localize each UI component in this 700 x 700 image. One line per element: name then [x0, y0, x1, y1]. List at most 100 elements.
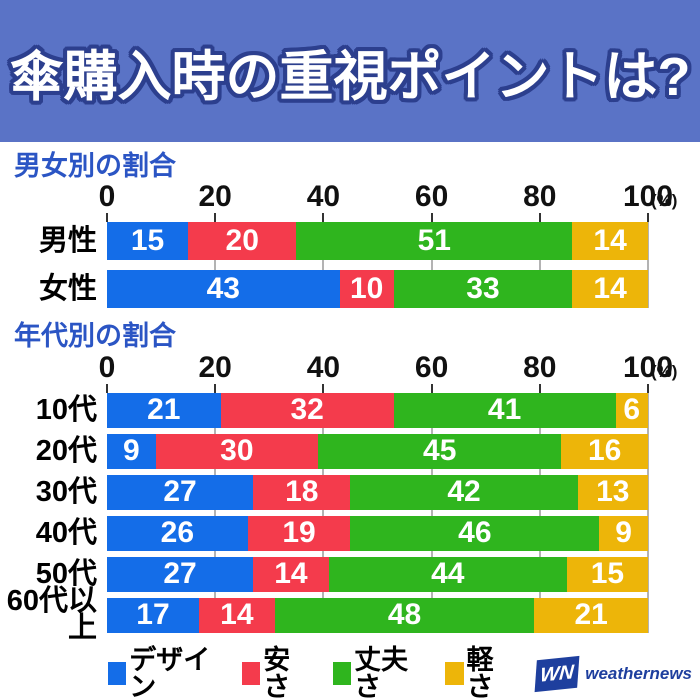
legend-label: デザイン [129, 644, 211, 700]
bar-segment: 9 [107, 433, 156, 469]
bar-segment: 16 [561, 433, 648, 469]
legend-item: 丈夫さ [332, 644, 418, 700]
axis-tick-mark [647, 383, 649, 393]
bar-segment: 48 [274, 597, 535, 633]
axis-tick-mark [214, 213, 217, 223]
axis-tick-mark [106, 213, 108, 223]
gridlines [107, 392, 649, 633]
chart-section-age: 年代別の割合 0 20 40 60 80 100 (%) 10代 21 32 41 6 20代 9 30 4… [0, 320, 700, 645]
axis-tick-label: 0 [98, 180, 116, 214]
axis-tick-label: 60 [414, 180, 449, 214]
bar-segment: 32 [220, 392, 394, 428]
gridline [430, 392, 433, 633]
bar-segment: 27 [107, 556, 254, 592]
bar-segment: 20 [188, 222, 297, 261]
bar-segment: 27 [107, 474, 254, 510]
axis-unit-label: (%) [651, 191, 678, 211]
bar-segment: 21 [107, 392, 221, 428]
bar-segment: 30 [155, 433, 318, 469]
legend-label: 丈夫さ [354, 644, 409, 700]
category-label: 30代 [35, 475, 97, 508]
category-label: 60代以上 [6, 584, 97, 645]
chart-section-gender: 男女別の割合 0 20 40 60 80 100 (%) 男性 15 20 51 14 女性 43 10 3… [0, 150, 700, 309]
axis-tick-label: 40 [306, 180, 341, 214]
axis-tick-label: 100 [622, 180, 674, 214]
bar-row: 10代 21 32 41 6 [0, 392, 700, 428]
legend-item: 安さ [242, 644, 306, 700]
legend-item: 軽さ [445, 644, 509, 700]
axis-tick-mark [538, 213, 541, 223]
gridline [214, 392, 217, 633]
weathernews-logo: WN weathernews [534, 655, 692, 692]
section-title-gender: 男女別の割合 [14, 151, 176, 181]
bar-segment: 18 [253, 474, 351, 510]
bar-segment: 14 [253, 556, 329, 592]
bar-segment: 33 [393, 270, 573, 309]
gridlines [107, 222, 649, 309]
axis-tick-label: 80 [523, 350, 557, 384]
gridline [322, 392, 325, 633]
footer: デザイン 安さ 丈夫さ 軽さ WN weathernews [108, 644, 692, 700]
bar-row: 50代 27 14 44 15 [0, 556, 700, 592]
weathernews-logo-text: weathernews [585, 663, 692, 683]
bar-segment: 10 [339, 270, 394, 309]
stacked-bar: 27 14 44 15 [107, 556, 648, 592]
stacked-bar: 21 32 41 6 [107, 392, 648, 428]
bar-row: 30代 27 18 42 13 [0, 474, 700, 510]
axis-tick-label: 40 [306, 350, 341, 384]
bar-row: 60代以上 17 14 48 21 [0, 584, 700, 645]
bar-rows-age: 10代 21 32 41 6 20代 9 30 45 16 30代 27 18 42 13 40代 26 19 46… [0, 392, 700, 645]
bar-segment: 43 [107, 270, 340, 309]
legend-label: 軽さ [466, 644, 494, 700]
bar-row: 40代 26 19 46 9 [0, 515, 700, 551]
axis-tick-mark [106, 383, 108, 393]
bar-segment: 21 [534, 597, 648, 633]
bar-segment: 14 [198, 597, 275, 633]
axis-tick-label: 100 [622, 350, 674, 384]
bar-segment: 9 [599, 515, 648, 551]
gridline [647, 392, 649, 633]
bar-segment: 6 [615, 392, 648, 428]
bar-segment: 46 [350, 515, 600, 551]
axis-tick-label: 60 [414, 350, 449, 384]
bar-rows-gender: 男性 15 20 51 14 女性 43 10 33 14 [0, 222, 700, 309]
legend: デザイン 安さ 丈夫さ 軽さ [108, 644, 536, 700]
bar-segment: 41 [393, 392, 616, 428]
bar-segment: 14 [572, 270, 648, 309]
axis-tick-mark [647, 213, 649, 223]
legend-label: 安さ [263, 644, 291, 700]
gridline [647, 222, 649, 309]
gridline [538, 222, 541, 309]
bar-segment: 17 [107, 597, 199, 633]
bar-segment: 45 [317, 433, 562, 469]
header-banner: 傘購入時の重視ポイントは? [0, 0, 700, 142]
legend-swatch-design [108, 662, 127, 686]
axis-tick-mark [322, 213, 325, 223]
axis-unit-label: (%) [651, 361, 678, 381]
axis-tick-label: 80 [523, 180, 557, 214]
gridline [214, 222, 217, 309]
x-axis: 0 20 40 60 80 100 (%) [99, 180, 677, 223]
stacked-bar: 9 30 45 16 [107, 433, 648, 469]
category-label: 女性 [38, 272, 97, 305]
legend-swatch-price [242, 662, 261, 686]
axis-tick-mark [322, 383, 325, 393]
legend-swatch-weight [445, 662, 464, 686]
category-label: 20代 [35, 434, 97, 467]
axis-tick-label: 20 [198, 350, 232, 384]
stacked-bar: 43 10 33 14 [107, 270, 648, 309]
stacked-bar: 26 19 46 9 [107, 515, 648, 551]
category-label: 10代 [35, 393, 97, 426]
bar-row: 20代 9 30 45 16 [0, 433, 700, 469]
bar-segment: 19 [247, 515, 351, 551]
bar-segment: 13 [577, 474, 648, 510]
weathernews-logo-icon: WN [534, 655, 580, 692]
bar-segment: 51 [296, 222, 573, 261]
bar-segment: 44 [328, 556, 567, 592]
x-axis: 0 20 40 60 80 100 (%) [99, 350, 677, 393]
bar-segment: 14 [572, 222, 648, 261]
section-title-age: 年代別の割合 [14, 321, 176, 352]
stacked-bar: 27 18 42 13 [107, 474, 648, 510]
bar-segment: 15 [566, 556, 648, 592]
gridline [430, 222, 433, 309]
